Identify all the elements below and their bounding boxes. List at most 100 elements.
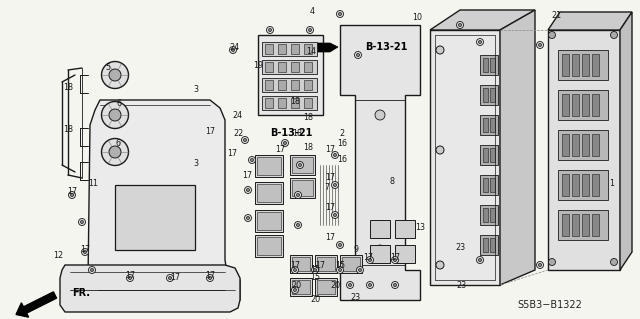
Text: 21: 21 <box>551 11 561 20</box>
Bar <box>340 255 362 273</box>
Text: 3: 3 <box>193 85 198 94</box>
Text: 15: 15 <box>310 265 320 275</box>
Circle shape <box>369 284 371 286</box>
Bar <box>558 210 608 240</box>
Circle shape <box>102 62 129 88</box>
Polygon shape <box>430 30 500 285</box>
Circle shape <box>244 214 252 221</box>
Circle shape <box>479 41 481 43</box>
Bar <box>291 80 299 90</box>
Polygon shape <box>60 265 240 312</box>
Bar <box>582 94 589 116</box>
Text: 17: 17 <box>275 145 285 154</box>
Circle shape <box>611 32 618 39</box>
Text: 24: 24 <box>232 110 242 120</box>
Bar <box>257 212 281 230</box>
Circle shape <box>332 152 339 159</box>
Text: 2: 2 <box>339 129 344 137</box>
Circle shape <box>358 269 362 271</box>
Circle shape <box>333 153 337 157</box>
Bar <box>480 55 498 75</box>
Bar <box>483 208 488 222</box>
Text: 18: 18 <box>292 129 302 137</box>
Bar <box>490 208 495 222</box>
Text: 16: 16 <box>337 138 347 147</box>
Bar <box>582 214 589 236</box>
Bar <box>278 98 286 108</box>
Polygon shape <box>430 10 535 30</box>
Circle shape <box>291 266 298 273</box>
Text: 1: 1 <box>609 179 614 188</box>
Bar <box>291 62 299 72</box>
Circle shape <box>367 281 374 288</box>
Circle shape <box>129 277 131 279</box>
Text: 17: 17 <box>325 145 335 154</box>
Text: 6: 6 <box>116 99 122 108</box>
Polygon shape <box>500 10 535 285</box>
Circle shape <box>296 224 300 226</box>
Text: 11: 11 <box>88 179 98 188</box>
Text: 18: 18 <box>63 83 73 92</box>
Text: 18: 18 <box>290 98 300 107</box>
Bar <box>290 278 312 296</box>
Circle shape <box>168 277 172 279</box>
Circle shape <box>536 41 543 48</box>
Text: 14: 14 <box>306 47 316 56</box>
Circle shape <box>294 221 301 228</box>
Bar <box>304 62 312 72</box>
Text: 18: 18 <box>303 114 313 122</box>
Bar <box>255 182 283 204</box>
Polygon shape <box>340 25 420 300</box>
Circle shape <box>333 213 337 217</box>
Text: FR.: FR. <box>72 288 90 298</box>
Text: 15: 15 <box>310 273 320 283</box>
Circle shape <box>127 275 134 281</box>
Bar <box>582 134 589 156</box>
Bar <box>562 94 569 116</box>
Text: 17: 17 <box>315 261 325 270</box>
Bar <box>558 130 608 160</box>
Circle shape <box>337 11 344 18</box>
Bar <box>480 85 498 105</box>
Circle shape <box>266 26 273 33</box>
Bar <box>315 255 337 273</box>
Bar <box>572 54 579 76</box>
Circle shape <box>369 258 371 262</box>
Circle shape <box>538 43 541 47</box>
Bar <box>342 257 360 271</box>
Bar <box>290 178 315 198</box>
Text: 4: 4 <box>310 8 314 17</box>
Text: 18: 18 <box>63 125 73 135</box>
Text: 3: 3 <box>193 159 198 167</box>
Text: 8: 8 <box>390 177 394 187</box>
Bar <box>395 220 415 238</box>
Polygon shape <box>88 100 240 305</box>
Bar <box>490 238 495 252</box>
Circle shape <box>248 157 255 164</box>
Bar <box>265 44 273 54</box>
Text: 17: 17 <box>325 203 335 211</box>
Bar <box>278 44 286 54</box>
Circle shape <box>294 288 296 292</box>
Bar <box>315 278 337 296</box>
Text: 18: 18 <box>303 144 313 152</box>
Bar <box>317 257 335 271</box>
Bar <box>592 134 599 156</box>
Bar <box>304 98 312 108</box>
Bar <box>292 180 313 196</box>
Circle shape <box>298 164 301 167</box>
Text: 12: 12 <box>53 251 63 261</box>
Text: 10: 10 <box>412 12 422 21</box>
Circle shape <box>392 256 399 263</box>
Bar <box>304 80 312 90</box>
Circle shape <box>109 146 121 158</box>
Bar <box>582 174 589 196</box>
Circle shape <box>308 28 312 32</box>
Bar <box>483 58 488 72</box>
Bar <box>483 238 488 252</box>
Circle shape <box>109 109 121 121</box>
Circle shape <box>68 191 76 198</box>
Circle shape <box>282 139 289 146</box>
Bar <box>490 178 495 192</box>
Bar <box>265 98 273 108</box>
